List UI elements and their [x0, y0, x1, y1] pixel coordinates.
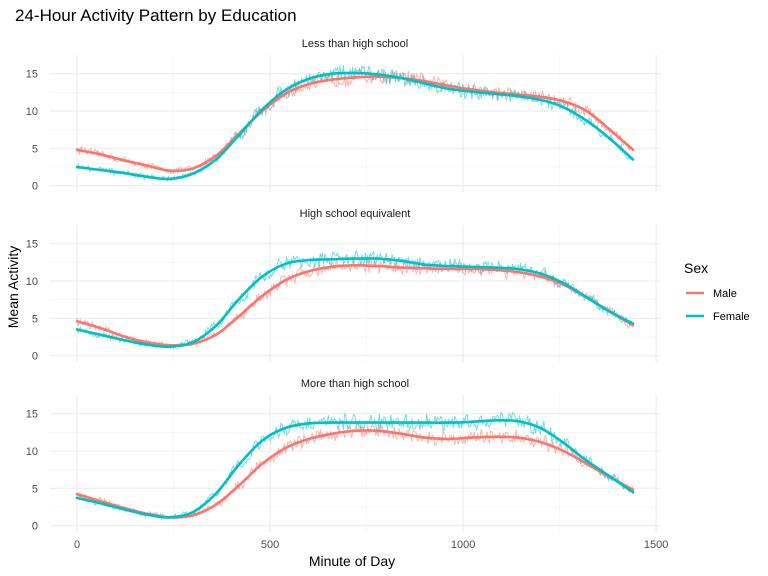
raw-series-line: [76, 257, 634, 349]
smooth-series-line: [75, 71, 635, 181]
y-tick-label: 5: [32, 313, 38, 325]
smooth-series-line: [75, 257, 635, 349]
y-tick-label: 5: [32, 483, 38, 495]
x-tick-label: 0: [74, 539, 80, 551]
raw-series-line: [76, 68, 634, 175]
facet-strip-label: More than high school: [301, 378, 409, 390]
facet-panel: More than high school 0 5 10 15: [26, 378, 660, 533]
y-tick-label: 15: [26, 409, 38, 421]
y-tick-label: 15: [26, 239, 38, 251]
legend: Sex Male Female: [684, 260, 750, 323]
smooth-series-line: [75, 429, 635, 519]
smooth-series-line: [75, 263, 635, 347]
x-tick-label: 1500: [644, 539, 668, 551]
y-tick-label: 0: [32, 351, 38, 363]
y-tick-label: 10: [26, 276, 38, 288]
facet-strip-label: Less than high school: [302, 38, 408, 50]
x-tick-label: 1000: [451, 539, 475, 551]
x-axis-ticks: 0 500 1000 1500: [74, 539, 668, 551]
facet-panel: High school equivalent 0 5 10 15: [26, 208, 660, 363]
y-tick-label: 10: [26, 106, 38, 118]
chart-title: 24-Hour Activity Pattern by Education: [15, 6, 297, 25]
raw-series-line: [76, 64, 634, 182]
smooth-series-line: [75, 75, 635, 173]
smooth-series-line: [75, 418, 635, 519]
x-tick-label: 500: [261, 539, 279, 551]
legend-label: Male: [713, 288, 737, 300]
y-tick-label: 0: [32, 181, 38, 193]
legend-label: Female: [713, 311, 750, 323]
facet-strip-label: High school equivalent: [300, 208, 411, 220]
y-tick-label: 15: [26, 69, 38, 81]
legend-items: Male Female: [686, 288, 750, 323]
y-tick-label: 10: [26, 446, 38, 458]
facet-panel: Less than high school 0 5 10 15: [26, 38, 660, 193]
raw-series-line: [76, 424, 634, 520]
legend-title: Sex: [684, 260, 708, 276]
y-tick-label: 0: [32, 521, 38, 533]
y-tick-label: 5: [32, 143, 38, 155]
y-axis-title: Mean Activity: [5, 246, 21, 328]
x-axis-title: Minute of Day: [309, 553, 395, 569]
